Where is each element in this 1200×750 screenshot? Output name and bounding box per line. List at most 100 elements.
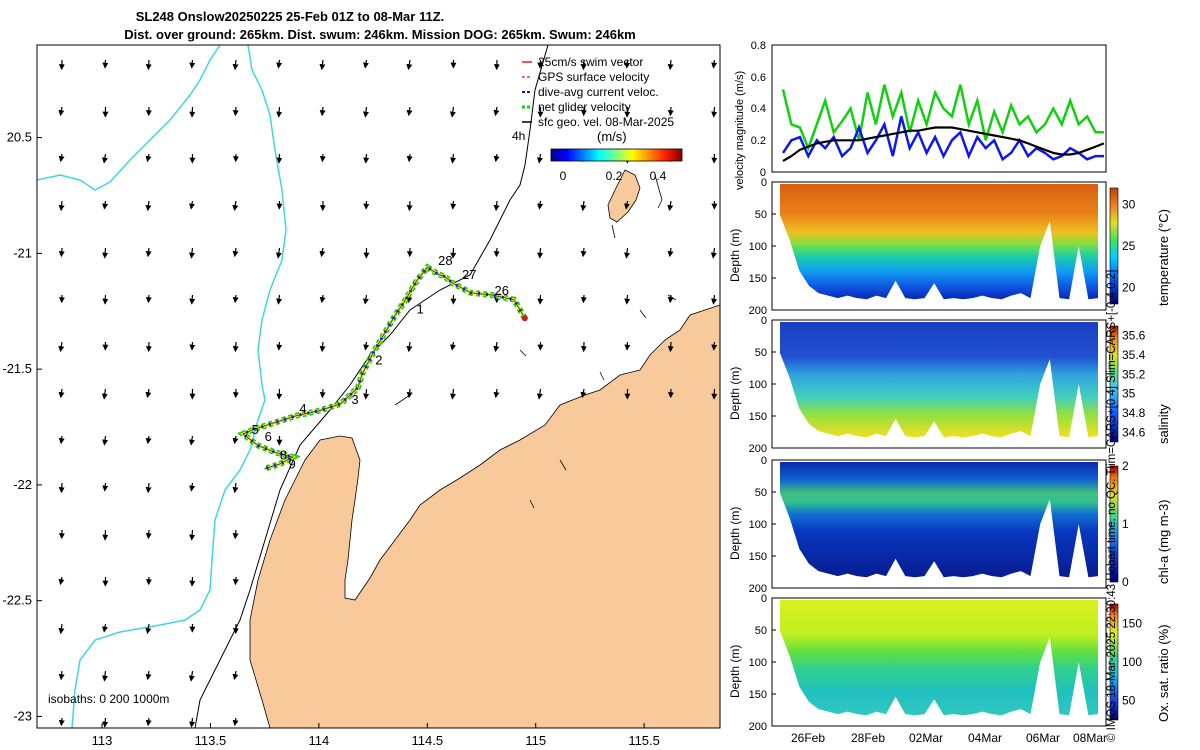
current-vector-arrow: [232, 59, 239, 71]
colorbar-unit-label: (m/s): [597, 129, 627, 144]
current-vector-arrow: [232, 576, 239, 586]
map-ticks: 113 113.5 114 114.5 115 115.5 20.5 -21 -21.5 -22 -…: [2, 130, 660, 748]
current-vector-arrow: [58, 153, 65, 163]
current-vector-arrow: [145, 717, 152, 727]
day-label: 1: [416, 302, 423, 317]
current-vector-arrow: [711, 106, 718, 118]
track-line: [242, 266, 526, 470]
current-vector-arrow: [58, 200, 65, 212]
current-vector-arrow: [58, 482, 65, 494]
current-vector-arrow: [101, 388, 108, 400]
current-vector-arrow: [145, 59, 152, 71]
current-vector-arrow: [189, 717, 196, 728]
current-vector-arrow: [189, 200, 195, 210]
legend-gps-velocity: GPS surface velocity: [538, 70, 649, 84]
colorbar-tick-04: 0.4: [650, 169, 667, 183]
current-vector-arrow: [406, 200, 413, 212]
current-vector-arrow: [363, 59, 369, 69]
current-vector-arrow: [102, 623, 108, 633]
current-vector-arrow: [493, 153, 500, 163]
chart-title-line2: Dist. over ground: 265km. Dist. swum: 24…: [124, 27, 636, 42]
day-label: 8: [280, 447, 287, 462]
current-vector-arrow: [188, 247, 195, 259]
map-legend: 25cm/s swim vector GPS surface velocity …: [512, 55, 683, 183]
current-vector-arrow: [580, 294, 587, 304]
track-yellow-core: [240, 265, 527, 471]
current-vector-arrow: [667, 106, 674, 117]
current-vector-arrow: [319, 106, 326, 117]
current-vector-arrow: [276, 106, 283, 118]
current-vector-arrow: [493, 106, 500, 117]
map-xtick-label: 113: [92, 733, 113, 748]
map-ytick-label: -22: [13, 477, 32, 492]
current-vector-arrow: [276, 59, 283, 69]
current-vector-arrow: [145, 623, 152, 635]
current-vector-arrow: [188, 670, 195, 682]
map-xtick-label: 114: [309, 733, 330, 748]
day-labels: 26 27 28 1 2 3 4 5 689: [252, 253, 509, 472]
day-label: 28: [438, 253, 452, 268]
current-vector-arrow: [536, 388, 543, 400]
current-vector-arrow: [102, 717, 109, 728]
current-vector-arrow: [188, 435, 195, 446]
speed-colorbar: [550, 148, 683, 162]
day-label: 9: [289, 457, 296, 472]
current-vector-arrow: [275, 247, 282, 259]
day-label: 26: [495, 283, 509, 298]
vector-scale-label: 4h: [512, 129, 525, 143]
current-vector-arrow: [232, 717, 239, 727]
current-vector-arrow: [537, 247, 544, 259]
current-vector-arrow: [406, 153, 413, 163]
current-vector-arrow: [145, 294, 152, 304]
map-axes-box: [36, 44, 721, 729]
current-vector-arrow: [363, 341, 370, 351]
colorbar-tick-02: 0.2: [606, 169, 623, 183]
legend-geo-vel: sfc geo. vel. 08-Mar-2025: [538, 115, 674, 129]
current-vector-arrow: [667, 247, 674, 258]
map-xtick-label: 115.5: [628, 733, 660, 748]
current-vector-arrow: [493, 200, 500, 212]
current-vector-arrow: [232, 341, 239, 353]
land-mainland: [249, 304, 720, 728]
current-vector-arrow: [232, 200, 239, 212]
day-label: 6: [265, 429, 272, 444]
map-xtick-label: 113.5: [195, 733, 227, 748]
current-vector-arrow: [232, 670, 239, 681]
current-vector-arrow: [624, 294, 631, 305]
current-vector-arrow: [189, 59, 196, 69]
current-vector-arrow: [667, 341, 674, 353]
current-vector-arrow: [102, 435, 109, 446]
current-vector-arrow: [232, 482, 239, 494]
current-vector-arrow: [667, 294, 674, 304]
isobath-shelf: [37, 45, 287, 728]
track-dive-avg-current: [240, 265, 527, 471]
current-vector-arrow: [536, 153, 543, 164]
chart-title-line1: SL248 Onslow20250225 25-Feb 01Z to 08-Ma…: [135, 9, 445, 24]
current-vector-arrow: [406, 341, 413, 353]
current-vector-arrow: [667, 200, 674, 212]
legend-swim-vector: 25cm/s swim vector: [538, 55, 643, 69]
current-vector-arrow: [101, 670, 108, 682]
day-label: 5: [252, 422, 259, 437]
current-vector-arrow: [711, 294, 718, 305]
legend-dive-avg-current: dive-avg current veloc.: [538, 85, 659, 99]
current-vector-arrow: [102, 200, 109, 210]
current-vector-arrow: [189, 529, 196, 541]
current-vector-arrow: [493, 247, 500, 258]
day-label: 3: [351, 392, 358, 407]
current-vector-arrow: [406, 106, 413, 117]
current-vector-arrow: [145, 670, 152, 681]
current-vector-arrow: [319, 294, 326, 304]
current-vector-arrow: [319, 247, 326, 258]
day-label: 4: [299, 401, 306, 416]
current-vector-arrow: [362, 294, 369, 305]
current-vector-arrow: [58, 576, 65, 586]
current-vector-arrow: [145, 482, 152, 494]
current-vector-arrow: [449, 106, 456, 118]
day-label: 2: [375, 353, 382, 368]
map-ytick-label: 20.5: [7, 130, 32, 145]
map-xtick-label: 114.5: [411, 733, 443, 748]
current-vector-arrow: [232, 106, 239, 117]
current-vector-arrow: [145, 247, 152, 258]
current-vector-arrow: [623, 247, 630, 259]
